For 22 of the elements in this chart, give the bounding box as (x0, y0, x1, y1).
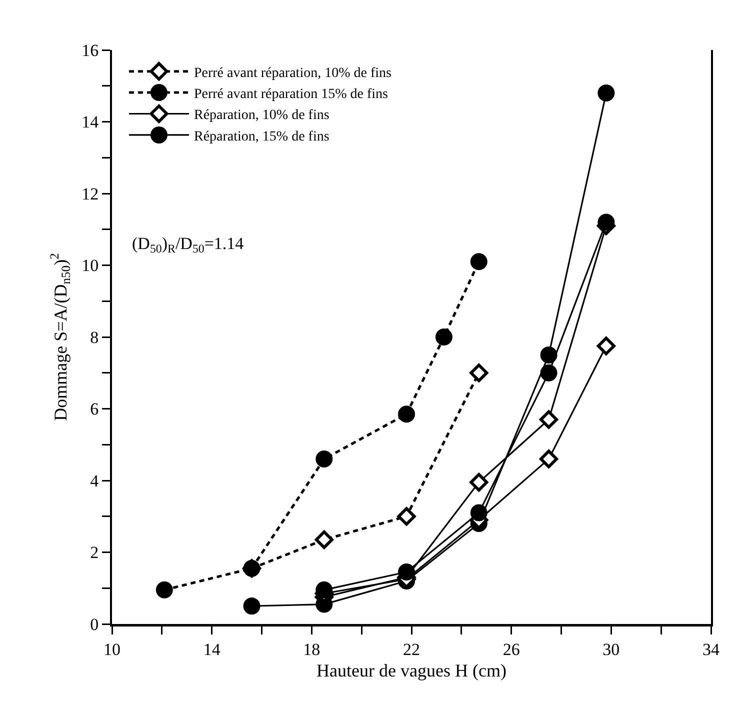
y-tick-label: 8 (90, 328, 99, 347)
y-tick-label: 14 (82, 112, 100, 132)
legend-label: Perré avant réparation 15% de fins (194, 87, 388, 102)
y-tick-label: 12 (82, 184, 99, 204)
y-tick-label: 6 (90, 400, 99, 419)
x-tick-label: 22 (403, 640, 420, 659)
x-tick-label: 34 (702, 640, 720, 659)
x-tick-label: 30 (602, 640, 620, 659)
y-tick-label: 16 (82, 40, 99, 60)
y-tick-label: 4 (90, 471, 100, 490)
y-tick-label: 10 (82, 256, 99, 276)
y-tick-label: 0 (90, 614, 99, 634)
annotation: (D$_{50}$)$_{R}$/D$_{50}$=1.14 (132, 234, 244, 256)
x-axis-title: Hauteur de vagues H (cm) (316, 660, 506, 680)
x-tick-label: 18 (303, 640, 320, 659)
legend-label: Réparation, 10% de fins (194, 108, 330, 124)
legend-label: Réparation, 15% de fins (194, 129, 330, 144)
x-tick-label: 10 (104, 640, 120, 659)
x-tick-label: 14 (203, 640, 221, 659)
legend-label: Perré avant réparation, 10% de fins (194, 66, 392, 81)
x-tick-label: 26 (502, 640, 520, 659)
y-tick-label: 2 (90, 543, 99, 562)
